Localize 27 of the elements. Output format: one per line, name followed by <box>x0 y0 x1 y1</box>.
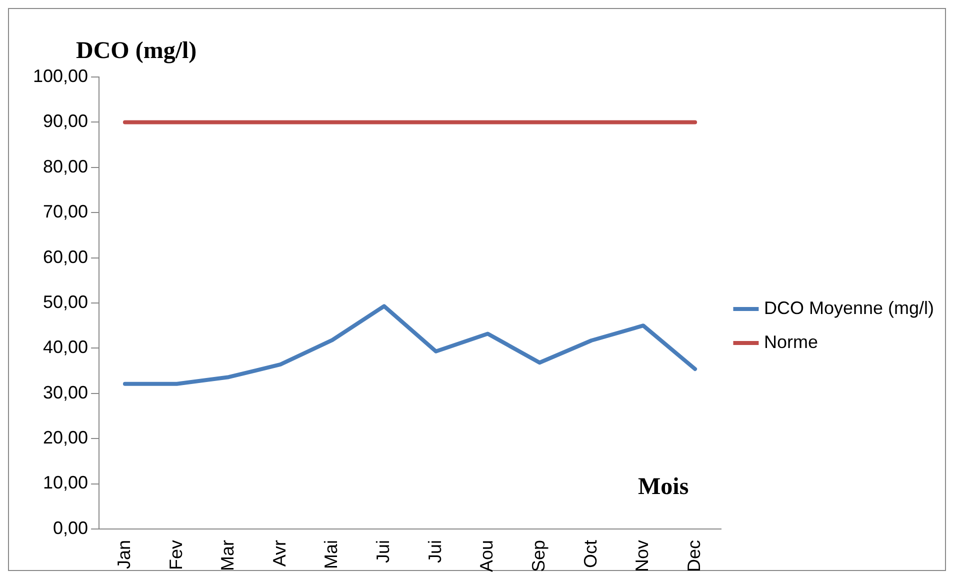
y-axis-title: DCO (mg/l) <box>76 38 197 65</box>
x-tick-label: Avr <box>269 540 290 567</box>
x-tick-label: Nov <box>632 540 652 572</box>
legend-label: Norme <box>764 332 818 352</box>
y-tick-label: 80,00 <box>43 156 88 176</box>
y-tick-label: 20,00 <box>43 428 88 448</box>
y-tick-label: 100,00 <box>32 66 88 86</box>
y-tick-label: 70,00 <box>43 202 88 222</box>
y-tick-label: 40,00 <box>43 337 88 358</box>
x-tick-label: Jan <box>114 540 134 570</box>
x-axis-title: Mois <box>638 474 689 501</box>
x-tick-label: Mar <box>218 540 238 571</box>
x-tick-label: Sep <box>528 540 549 572</box>
y-tick-label: 90,00 <box>43 111 88 132</box>
x-tick-label: Mai <box>321 540 342 569</box>
y-tick-label: 30,00 <box>43 382 88 402</box>
x-tick-label: Fev <box>166 540 186 570</box>
y-tick-label: 10,00 <box>43 472 88 493</box>
x-tick-label: Dec <box>684 540 704 572</box>
y-tick-label: 0,00 <box>53 518 88 538</box>
x-tick-label: Jui <box>424 540 445 563</box>
legend-label: DCO Moyenne (mg/l) <box>764 298 934 318</box>
x-tick-label: Oct <box>580 540 600 568</box>
x-tick-label: Aou <box>476 540 497 572</box>
y-tick-label: 60,00 <box>43 246 88 267</box>
x-tick-label: Jui <box>373 540 394 563</box>
y-tick-label: 50,00 <box>43 292 88 312</box>
